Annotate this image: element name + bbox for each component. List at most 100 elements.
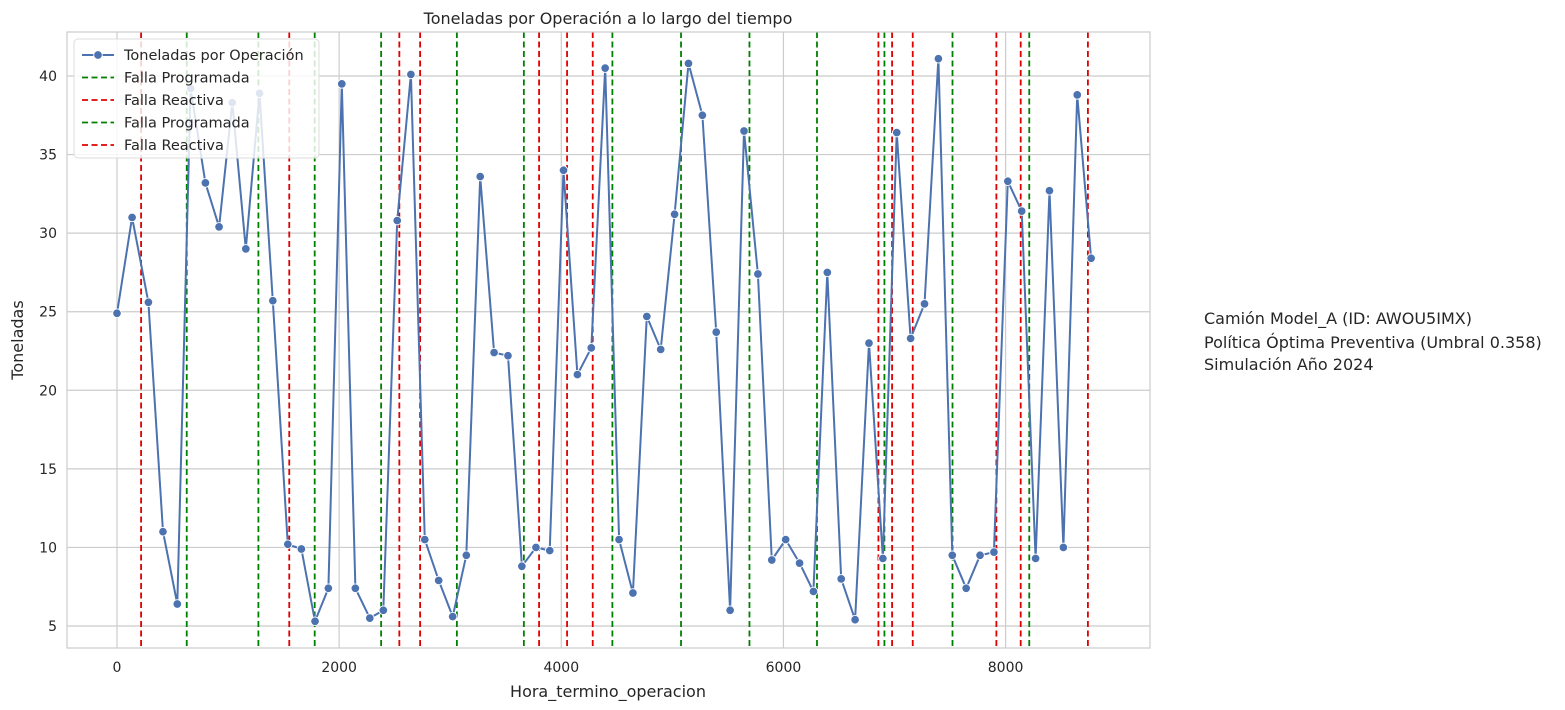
y-tick-label: 10 xyxy=(39,540,57,556)
data-point xyxy=(268,295,278,306)
data-point xyxy=(558,165,569,176)
data-point xyxy=(214,222,224,232)
data-point xyxy=(475,171,485,182)
data-point xyxy=(1003,176,1013,187)
data-point xyxy=(780,534,791,545)
y-tick-label: 35 xyxy=(39,148,57,164)
side-note-simulation: Simulación Año 2024 xyxy=(1204,355,1374,374)
data-point xyxy=(323,583,334,594)
legend: Toneladas por Operación Falla Programada F… xyxy=(73,38,320,159)
data-point xyxy=(933,53,944,64)
x-tick-label: 2000 xyxy=(321,660,357,676)
data-point xyxy=(836,574,846,584)
y-tick-label: 40 xyxy=(39,69,57,85)
data-point xyxy=(989,547,999,557)
y-tick-label: 20 xyxy=(39,383,57,399)
data-point xyxy=(503,350,513,361)
data-point xyxy=(1044,185,1055,196)
data-point xyxy=(1016,206,1027,216)
data-point xyxy=(365,613,375,623)
x-tick-labels: 0 2000 4000 6000 8000 xyxy=(113,660,1024,676)
data-point xyxy=(378,605,389,616)
data-point xyxy=(112,308,122,319)
side-note-truck: Camión Model_A (ID: AWOU5IMX) xyxy=(1204,309,1472,329)
data-point xyxy=(600,63,610,73)
series-layer xyxy=(112,53,1096,627)
x-axis-label: Hora_termino_operacion xyxy=(510,682,706,702)
data-point xyxy=(350,583,361,594)
data-point xyxy=(531,542,541,553)
grid xyxy=(67,32,1150,648)
data-point xyxy=(447,611,458,622)
data-point xyxy=(544,545,555,556)
y-tick-label: 25 xyxy=(39,305,57,321)
x-tick-label: 6000 xyxy=(766,660,802,676)
legend-label: Falla Reactiva xyxy=(124,138,224,154)
data-point xyxy=(586,343,597,353)
data-point xyxy=(975,550,985,561)
legend-box xyxy=(73,38,320,159)
data-point xyxy=(850,614,860,625)
plot-frame xyxy=(66,31,1151,649)
legend-label: Falla Reactiva xyxy=(124,93,224,109)
data-point xyxy=(241,244,251,254)
data-point xyxy=(143,297,154,308)
data-point xyxy=(614,534,624,545)
data-point xyxy=(1086,253,1096,264)
data-point xyxy=(310,616,320,627)
data-point xyxy=(1030,553,1041,564)
data-point xyxy=(808,586,819,597)
y-tick-label: 15 xyxy=(39,462,57,478)
data-point xyxy=(420,534,430,545)
data-point xyxy=(711,327,721,337)
legend-label: Falla Programada xyxy=(124,71,250,87)
legend-marker-swatch xyxy=(93,50,103,60)
legend-label: Falla Programada xyxy=(124,116,250,132)
data-point xyxy=(739,126,749,136)
data-point xyxy=(697,110,708,121)
data-point xyxy=(1072,90,1082,100)
data-point xyxy=(919,299,930,309)
data-point xyxy=(572,369,583,380)
data-point xyxy=(283,539,293,550)
data-point xyxy=(489,347,499,358)
data-point xyxy=(864,338,874,348)
data-point xyxy=(947,550,958,561)
data-point xyxy=(461,550,472,561)
data-point xyxy=(961,583,971,594)
data-point xyxy=(628,588,638,598)
data-point xyxy=(158,526,168,537)
data-point xyxy=(725,605,735,616)
data-point xyxy=(878,553,888,564)
y-tick-label: 30 xyxy=(39,226,57,242)
x-tick-label: 0 xyxy=(113,660,122,676)
data-point xyxy=(127,212,137,223)
y-tick-label: 5 xyxy=(48,619,57,635)
data-point xyxy=(296,544,307,554)
data-point xyxy=(337,79,347,89)
data-point xyxy=(669,209,680,220)
data-point xyxy=(433,575,444,586)
data-point xyxy=(655,344,666,355)
data-point xyxy=(683,58,694,69)
data-point xyxy=(794,558,805,568)
chart-title: Toneladas por Operación a lo largo del t… xyxy=(423,9,793,28)
data-point xyxy=(891,127,902,138)
y-tick-labels: 5 10 15 20 25 30 35 40 xyxy=(39,69,57,635)
y-axis-label: Toneladas xyxy=(8,300,27,380)
data-point xyxy=(1058,542,1069,553)
data-point xyxy=(392,215,402,226)
x-tick-label: 8000 xyxy=(988,660,1024,676)
data-point xyxy=(753,269,763,279)
legend-label: Toneladas por Operación xyxy=(123,48,304,64)
data-point xyxy=(517,561,527,572)
data-point xyxy=(406,69,416,80)
data-point xyxy=(172,599,183,609)
data-point xyxy=(767,555,777,565)
side-note-policy: Política Óptima Preventiva (Umbral 0.358… xyxy=(1204,333,1542,352)
data-point xyxy=(200,178,211,188)
data-point xyxy=(822,267,833,278)
data-point xyxy=(905,333,916,344)
x-tick-label: 4000 xyxy=(543,660,579,676)
